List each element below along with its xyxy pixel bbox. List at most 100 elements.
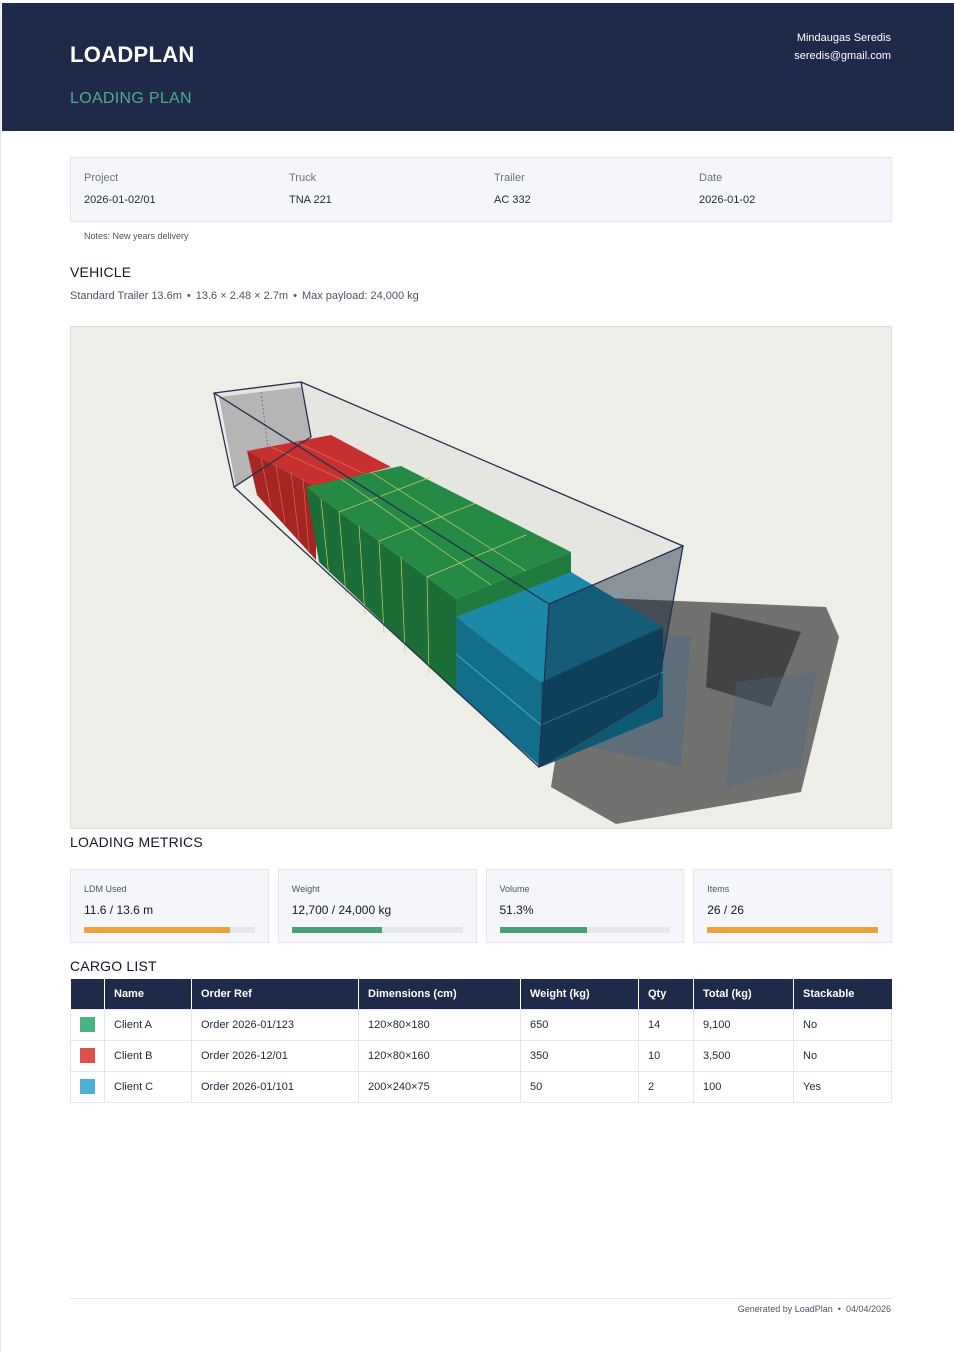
metric-value: 51.3% bbox=[499, 903, 534, 917]
separator: • bbox=[837, 1304, 841, 1314]
trailer-rear-door bbox=[539, 546, 683, 767]
user-email: seredis@gmail.com bbox=[794, 50, 891, 62]
info-value: 2026-01-02/01 bbox=[84, 194, 156, 206]
color-swatch bbox=[80, 1017, 95, 1032]
vehicle-section-title: VEHICLE bbox=[70, 264, 132, 280]
info-trailer: Trailer AC 332 bbox=[481, 158, 686, 221]
metric-ldm: LDM Used 11.6 / 13.6 m bbox=[70, 869, 269, 943]
weight-cell: 650 bbox=[520, 1008, 639, 1041]
column-header: Weight (kg) bbox=[520, 979, 639, 1009]
info-value: TNA 221 bbox=[289, 194, 332, 206]
cargo-client-c-top bbox=[456, 572, 663, 682]
cargo-client-a-side bbox=[306, 487, 456, 692]
dimensions-cell: 120×80×160 bbox=[358, 1039, 521, 1072]
separator: • bbox=[186, 290, 191, 302]
weight-cell: 50 bbox=[520, 1070, 639, 1103]
info-label: Date bbox=[699, 172, 723, 184]
info-value: AC 332 bbox=[494, 194, 531, 206]
metric-progress-fill bbox=[291, 927, 383, 933]
color-cell bbox=[70, 1070, 105, 1103]
metric-progress-fill bbox=[707, 927, 878, 933]
info-label: Truck bbox=[289, 172, 317, 184]
column-header: Order Ref bbox=[191, 979, 359, 1009]
cargo-table: Name Order Ref Dimensions (cm) Weight (k… bbox=[70, 979, 892, 1103]
name-cell: Client A bbox=[104, 1008, 192, 1041]
vehicle-payload: Max payload: 24,000 kg bbox=[301, 290, 419, 302]
metric-value: 11.6 / 13.6 m bbox=[84, 903, 154, 917]
cargo-client-b-edges bbox=[260, 441, 364, 552]
cargo-client-c-edge bbox=[540, 671, 664, 726]
user-name: Mindaugas Seredis bbox=[796, 32, 891, 44]
trailer-guide-line bbox=[260, 391, 272, 473]
column-header: Total (kg) bbox=[693, 979, 794, 1009]
color-cell bbox=[70, 1008, 105, 1041]
cargo-client-b-side bbox=[247, 451, 316, 560]
total-cell: 100 bbox=[693, 1070, 794, 1103]
name-cell: Client C bbox=[104, 1070, 192, 1103]
stackable-cell: Yes bbox=[793, 1070, 892, 1103]
metric-weight: Weight 12,700 / 24,000 kg bbox=[277, 869, 477, 943]
column-header: Dimensions (cm) bbox=[358, 979, 521, 1009]
info-project: Project 2026-01-02/01 bbox=[71, 158, 276, 221]
separator: • bbox=[293, 290, 297, 302]
metric-progress-fill bbox=[84, 927, 230, 933]
weight-cell: 350 bbox=[520, 1039, 639, 1072]
footer-date: 04/04/2026 bbox=[845, 1304, 891, 1314]
table-row: Client C Order 2026-01/101 200×240×75 50… bbox=[70, 1070, 892, 1103]
metric-progress-bar bbox=[707, 927, 878, 933]
metric-label: Volume bbox=[499, 884, 530, 894]
metric-progress-bar bbox=[84, 927, 255, 933]
trailer-shadow bbox=[706, 612, 801, 707]
trailer-wireframe bbox=[213, 381, 684, 769]
order-cell: Order 2026-01/101 bbox=[191, 1070, 359, 1103]
column-header: Stackable bbox=[793, 979, 892, 1009]
document-subtitle: LOADING PLAN bbox=[70, 90, 192, 107]
trailer-shadow bbox=[726, 672, 816, 787]
column-header: Qty bbox=[638, 979, 694, 1009]
qty-cell: 14 bbox=[638, 1008, 694, 1041]
stackable-cell: No bbox=[793, 1008, 892, 1041]
vehicle-dimensions: 13.6 × 2.48 × 2.7m bbox=[195, 290, 289, 302]
info-date: Date 2026-01-02 bbox=[686, 158, 891, 221]
load-3d-viewer[interactable] bbox=[70, 326, 892, 829]
color-cell bbox=[70, 1039, 105, 1072]
project-info-panel: Project 2026-01-02/01 Truck TNA 221 Trai… bbox=[70, 157, 892, 222]
order-cell: Order 2026-01/123 bbox=[191, 1008, 359, 1041]
metric-label: Items bbox=[707, 884, 730, 894]
footer-divider bbox=[70, 1298, 892, 1299]
trailer-front-wall bbox=[219, 387, 311, 487]
footer-generated: Generated by LoadPlan bbox=[737, 1304, 833, 1314]
metric-progress-bar bbox=[499, 927, 671, 933]
metric-items: Items 26 / 26 bbox=[693, 869, 892, 943]
footer: Generated by LoadPlan • 04/04/2026 bbox=[738, 1304, 891, 1314]
metric-value: 26 / 26 bbox=[707, 903, 744, 917]
cargo-client-c-side bbox=[456, 617, 541, 767]
dimensions-cell: 120×80×180 bbox=[358, 1008, 521, 1041]
color-swatch bbox=[80, 1079, 95, 1094]
metric-label: LDM Used bbox=[84, 884, 127, 894]
info-truck: Truck TNA 221 bbox=[276, 158, 481, 221]
qty-cell: 2 bbox=[638, 1070, 694, 1103]
metric-value: 12,700 / 24,000 kg bbox=[291, 903, 392, 917]
cargo-section-title: CARGO LIST bbox=[70, 958, 157, 974]
total-cell: 3,500 bbox=[693, 1039, 794, 1072]
table-header-row: Name Order Ref Dimensions (cm) Weight (k… bbox=[70, 979, 892, 1009]
cargo-client-c-edge bbox=[455, 653, 542, 726]
vehicle-name: Standard Trailer 13.6m bbox=[70, 290, 182, 302]
order-cell: Order 2026-12/01 bbox=[191, 1039, 359, 1072]
metrics-row: LDM Used 11.6 / 13.6 m Weight 12,700 / 2… bbox=[70, 869, 892, 943]
stackable-cell: No bbox=[793, 1039, 892, 1072]
metric-progress-fill bbox=[499, 927, 588, 933]
info-label: Project bbox=[84, 172, 119, 184]
table-row: Client B Order 2026-12/01 120×80×160 350… bbox=[70, 1039, 892, 1072]
qty-cell: 10 bbox=[638, 1039, 694, 1072]
metrics-section-title: LOADING METRICS bbox=[70, 834, 203, 850]
vehicle-description: Standard Trailer 13.6m • 13.6 × 2.48 × 2.7… bbox=[70, 290, 419, 302]
column-header: Name bbox=[104, 979, 192, 1009]
metric-label: Weight bbox=[291, 884, 320, 894]
header: LOADPLAN LOADING PLAN Mindaugas Seredis … bbox=[2, 3, 954, 131]
metric-progress-bar bbox=[291, 927, 463, 933]
notes: Notes: New years delivery bbox=[84, 231, 189, 241]
table-row: Client A Order 2026-01/123 120×80×180 65… bbox=[70, 1008, 892, 1041]
